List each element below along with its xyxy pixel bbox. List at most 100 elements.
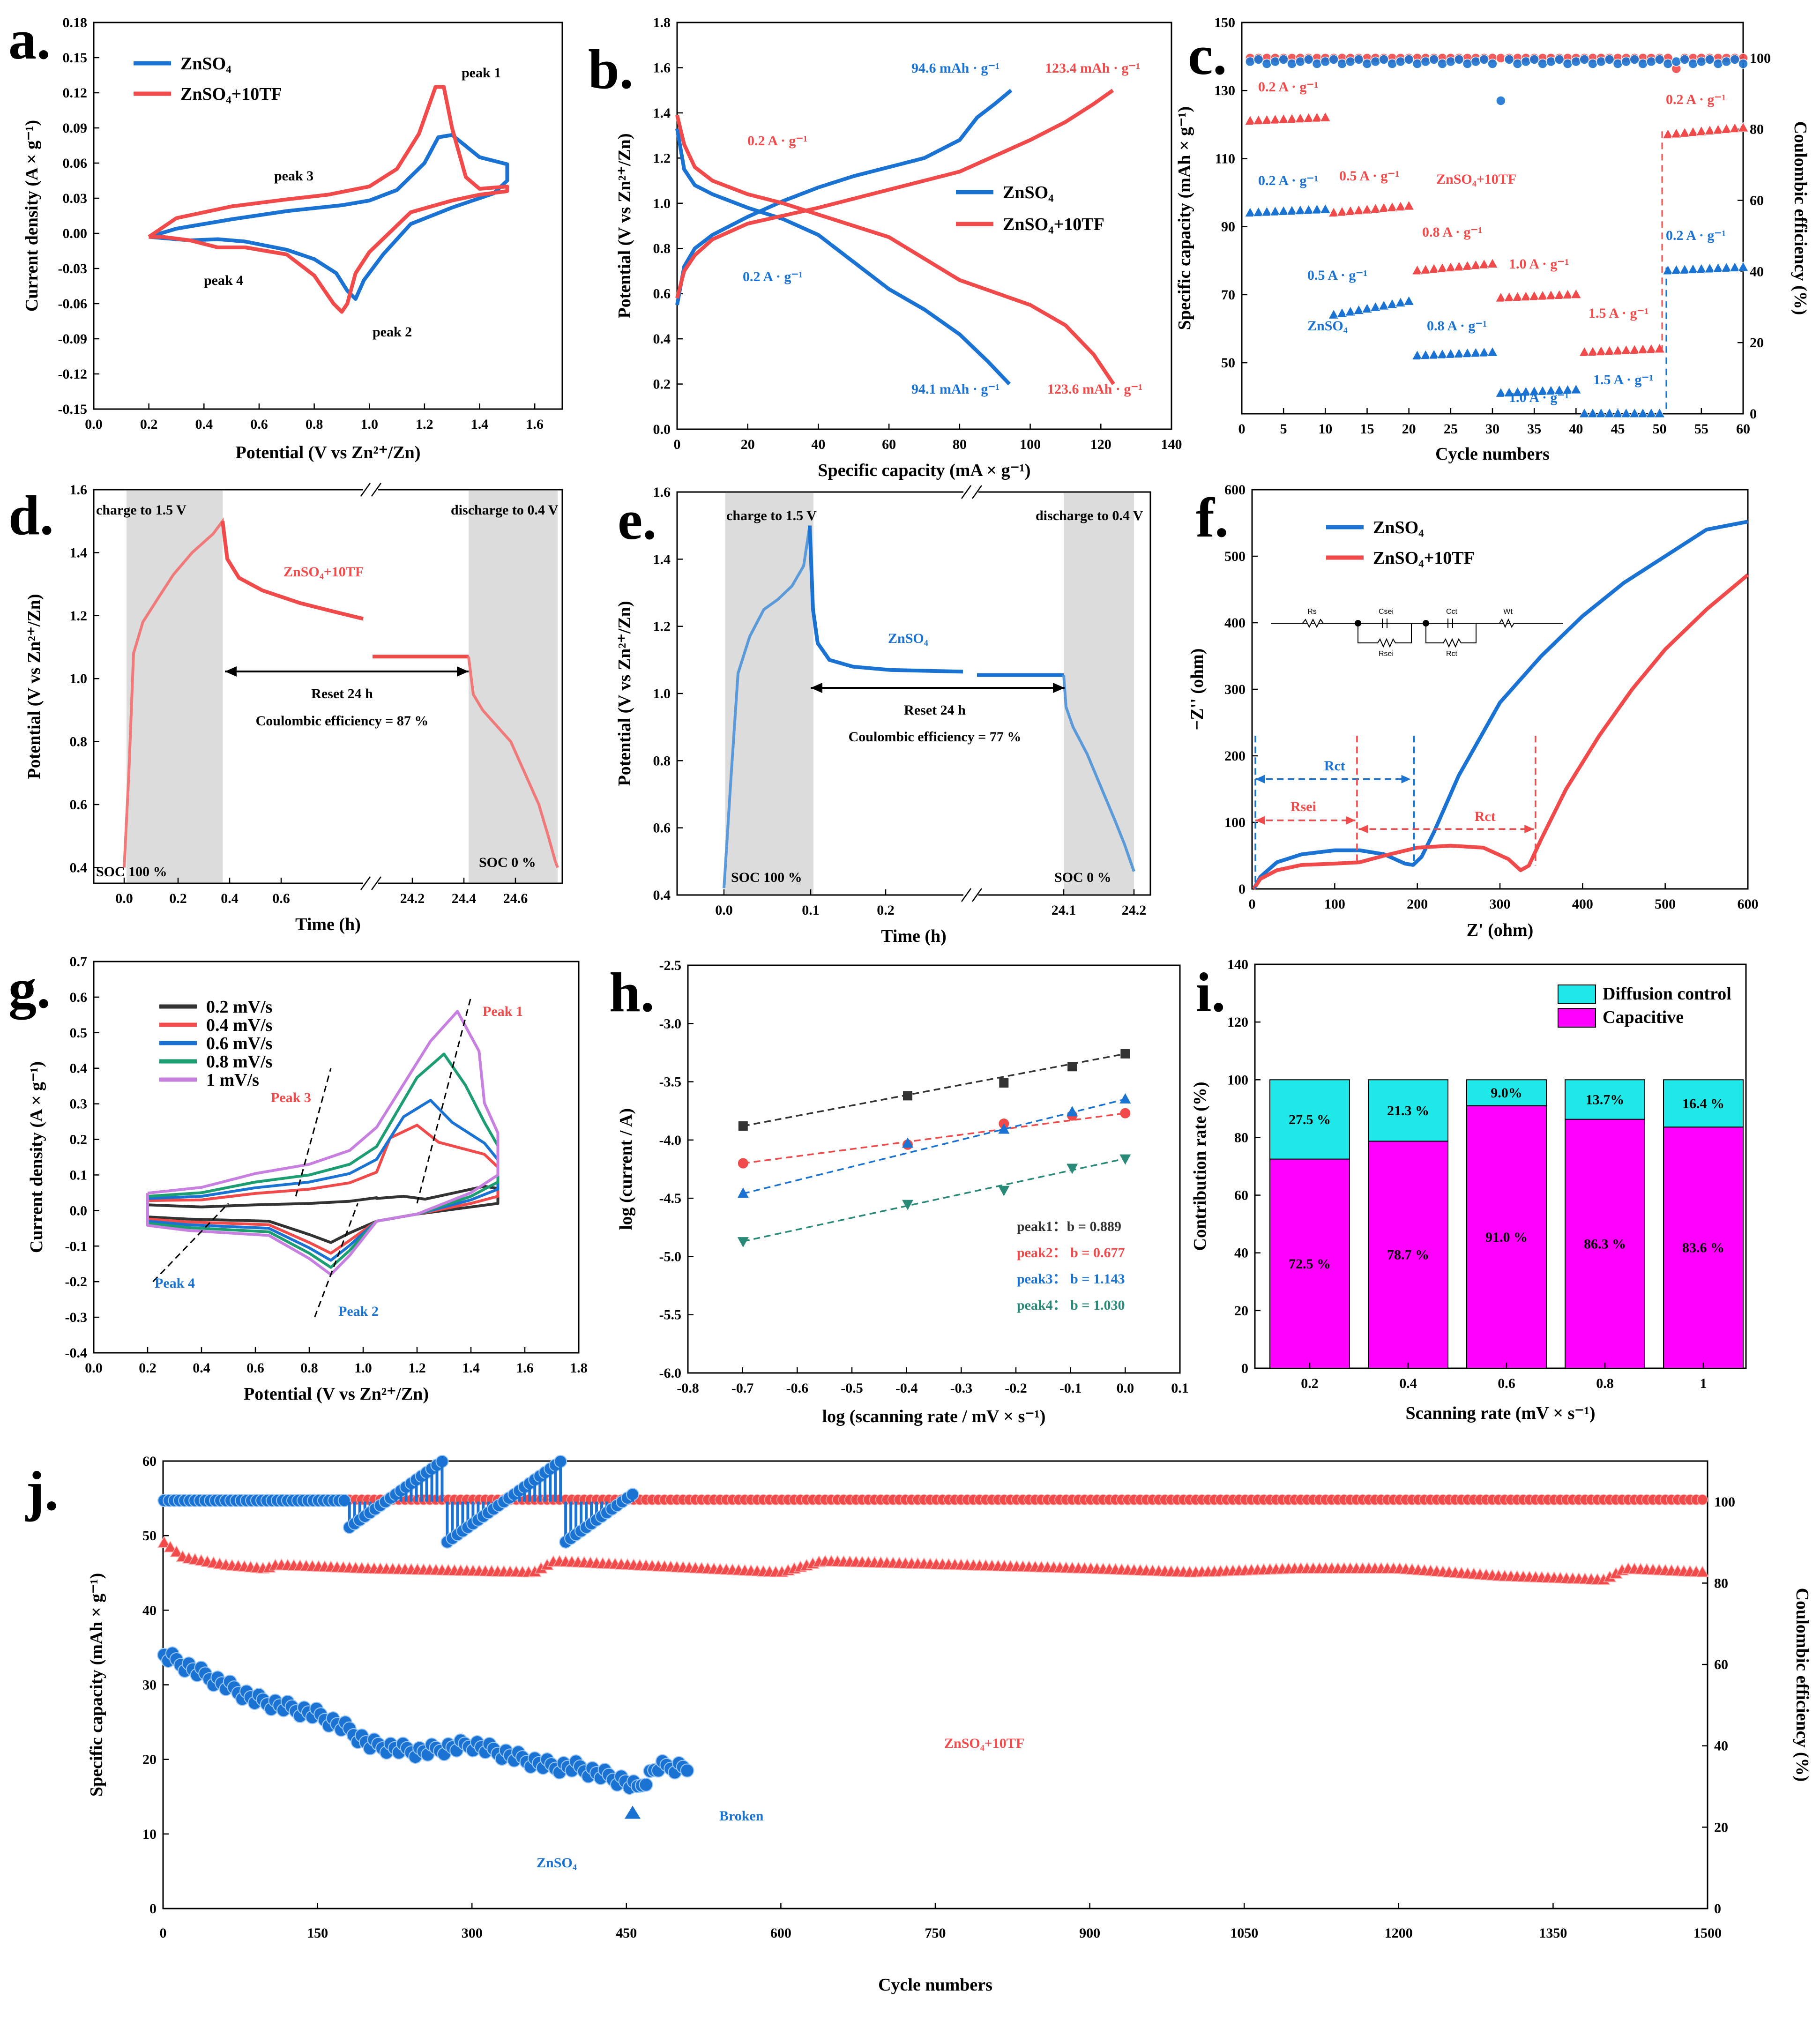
x-tick-label: 100 xyxy=(1020,437,1041,452)
capacity-point xyxy=(1244,207,1256,217)
y-tick-label: 100 xyxy=(1224,815,1246,830)
capacity-point xyxy=(1671,264,1682,275)
capacity-point xyxy=(1537,290,1548,300)
y-tick-label: 100 xyxy=(1750,51,1771,66)
x-tick-label: 0.6 xyxy=(250,417,268,432)
x-axis-label: Potential (V vs Zn²⁺/Zn) xyxy=(236,443,421,462)
capacity-point xyxy=(1671,127,1682,138)
bar-capacitive xyxy=(1663,1126,1744,1369)
data-point xyxy=(738,1121,748,1131)
capacity-point xyxy=(1604,407,1615,418)
y-tick-label: 130 xyxy=(1214,83,1235,98)
x-axis-label: Specific capacity (mA × g⁻¹) xyxy=(818,461,1030,480)
y-axis-label: Current density (A × g⁻¹) xyxy=(22,120,42,312)
panel-b: 0 20 40 60 80 100 120 140 0.0 0.2 0.4 0.6 0.8 1.0 1.2 1… xyxy=(588,15,1182,480)
ce-point xyxy=(1261,59,1272,69)
x-tick-label: -0.8 xyxy=(677,1380,699,1396)
y-tick-label: 0.8 xyxy=(70,734,88,750)
y-tick-label: 0.4 xyxy=(653,331,671,347)
ce-point xyxy=(1287,59,1297,69)
capacity-point xyxy=(1612,345,1624,355)
legend-label: 0.8 mV/s xyxy=(206,1052,272,1072)
axis-break-mark xyxy=(360,483,371,497)
y-tick-label: 140 xyxy=(1227,957,1248,972)
annotation: charge to 1.5 V xyxy=(96,502,186,518)
bar-value-label: 78.7 % xyxy=(1387,1247,1429,1263)
panel-label: a. xyxy=(8,8,51,71)
cv-curve xyxy=(146,1124,500,1255)
ce-point xyxy=(1671,56,1682,67)
annotation: SOC 0 % xyxy=(479,855,536,870)
bar-value-label: 83.6 % xyxy=(1682,1240,1724,1256)
gcd-curve xyxy=(675,89,1114,299)
panel-i: 0 20 40 60 80 100 120 140 Scanning rate (mV × s⁻… xyxy=(1190,957,1747,1423)
annotation: Reset 24 h xyxy=(904,702,966,718)
annotation: Rct xyxy=(1324,758,1345,774)
capacity-point xyxy=(1679,264,1691,274)
annotation: Reset 24 h xyxy=(311,686,373,701)
panel-label: h. xyxy=(609,961,655,1023)
ce-point xyxy=(1253,54,1264,65)
capacity-point xyxy=(1353,204,1365,215)
data-point xyxy=(1120,1049,1130,1059)
bar-value-label: 16.4 % xyxy=(1682,1096,1724,1111)
axis-break-mark xyxy=(371,483,382,497)
capacity-point xyxy=(1704,125,1716,135)
data-point xyxy=(998,1123,1010,1134)
ce-point xyxy=(1738,59,1748,69)
panel-g: 0.0 0.2 0.4 0.6 0.8 1.0 1.2 1.4 1.6 1.8 -0.4 -0.3 -0… xyxy=(8,954,588,1404)
arrow-head xyxy=(1358,825,1368,834)
annotation: ZnSO₄+10TF xyxy=(283,564,364,580)
x-tick-label: 24.2 xyxy=(1122,902,1147,918)
y-tick-label: 20 xyxy=(1714,1820,1728,1835)
axis-break-mark xyxy=(971,888,983,902)
x-tick-label: 100 xyxy=(1324,896,1345,912)
ce-point xyxy=(1588,59,1598,69)
x-tick-label: 120 xyxy=(1090,437,1111,452)
capacity-point xyxy=(1537,385,1548,395)
data-point xyxy=(1067,1106,1078,1117)
ce-point xyxy=(1403,54,1414,65)
capacity-point xyxy=(1303,204,1314,215)
capacity-point xyxy=(1503,387,1515,397)
ce-point xyxy=(1521,56,1531,67)
x-tick-label: 50 xyxy=(1653,421,1667,437)
panel-label: e. xyxy=(618,489,656,551)
capacity-point xyxy=(1261,206,1273,216)
arrow-head xyxy=(1255,775,1265,783)
peak-trend-line xyxy=(152,1203,229,1283)
ce-point xyxy=(1496,53,1506,63)
annotation: 1.5 A · g⁻¹ xyxy=(1593,372,1653,388)
annotation: discharge to 0.4 V xyxy=(451,502,559,518)
y-tick-label: 80 xyxy=(1234,1130,1248,1145)
discharge-band xyxy=(1064,493,1134,894)
y-tick-label: 0.2 xyxy=(653,377,671,392)
panel-j: 0 150 300 450 600 750 900 1050 1200 1350 150001020… xyxy=(25,1454,1812,1995)
x-tick-label: 10 xyxy=(1318,421,1332,437)
x-tick-label: 0.4 xyxy=(193,1360,210,1376)
ce-point xyxy=(1679,54,1690,65)
ce-point xyxy=(1554,54,1565,65)
annotation: Rct xyxy=(1475,809,1496,824)
y-tick-label: 90 xyxy=(1221,219,1235,235)
legend-swatch xyxy=(1558,1008,1596,1028)
y-tick-label: 10 xyxy=(142,1827,157,1842)
y-tick-label: 0.6 xyxy=(653,820,671,836)
axis-break-mark xyxy=(961,485,972,499)
ce-point xyxy=(1646,56,1656,67)
bar-value-label: 91.0 % xyxy=(1485,1230,1528,1245)
x-tick-label: 600 xyxy=(1738,896,1759,912)
y-tick-label: 1.4 xyxy=(653,105,671,121)
panel-label: b. xyxy=(588,38,634,100)
x-tick-label: 20 xyxy=(741,437,755,452)
x-tick-label: 1350 xyxy=(1539,1925,1567,1941)
ce-point xyxy=(1638,59,1648,69)
capacity-point xyxy=(1595,345,1607,356)
x-tick-label: -0.7 xyxy=(731,1380,754,1396)
y-tick-label: -4.0 xyxy=(659,1133,682,1148)
data-point xyxy=(1067,1163,1078,1174)
data-point xyxy=(902,1200,913,1210)
data-point xyxy=(1119,1093,1131,1104)
panel-label: c. xyxy=(1188,24,1227,86)
peak-trend-line xyxy=(295,1068,332,1197)
